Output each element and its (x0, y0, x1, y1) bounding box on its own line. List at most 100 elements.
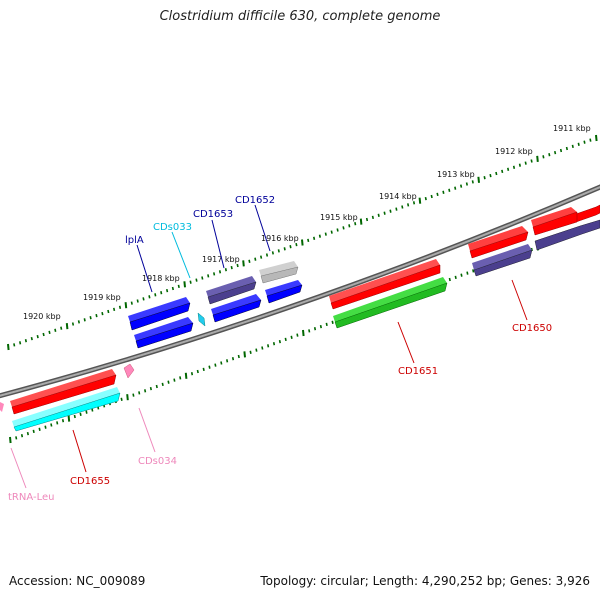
ruler-tick (184, 372, 188, 379)
ruler-tick (196, 369, 199, 374)
ruler-tick (243, 351, 246, 358)
ruler-tick (201, 276, 204, 280)
ruler-tick (272, 342, 276, 346)
ruler-tick (319, 324, 322, 329)
ruler-tick (77, 320, 80, 324)
ruler-tick (331, 320, 334, 324)
gene-cds033[interactable] (197, 312, 206, 327)
ruler-tick (237, 354, 240, 359)
gene-cd1651-red[interactable] (329, 259, 441, 310)
ruler-tick (407, 203, 410, 207)
gene-gray[interactable] (259, 261, 299, 284)
ruler-tick (296, 333, 299, 337)
ruler-tick (354, 222, 357, 226)
ruler-tick (138, 391, 141, 395)
gene-lpla-lower[interactable] (134, 317, 194, 349)
ruler-tick (554, 150, 557, 155)
ruler-tick (565, 146, 568, 151)
gene-labels: CD1650 CD1651 CD1652 CD1653 CDs033 lplA … (8, 195, 552, 503)
ruler-tick (302, 329, 305, 337)
ruler-tick (20, 434, 24, 438)
genome-backbone (0, 184, 600, 399)
ruler-tick (284, 337, 287, 342)
gene-trna-leu[interactable] (0, 402, 4, 412)
gene-lpla-upper[interactable] (128, 297, 191, 331)
ruler-tick (260, 255, 263, 259)
ruler-tick (395, 207, 398, 211)
gene-cds034[interactable] (123, 363, 135, 379)
ruler-tick (267, 344, 270, 348)
ruler-tick (489, 173, 492, 178)
kbp-label-1912: 1912 kbp (495, 147, 533, 156)
ruler-tick (79, 412, 82, 416)
ruler-tick (179, 376, 182, 380)
ruler-tick (71, 322, 75, 326)
ruler-tick (32, 429, 35, 434)
ruler-tick (60, 326, 63, 330)
ruler-tick (155, 384, 158, 389)
ruler-tick (308, 329, 311, 333)
ruler-tick (248, 259, 251, 263)
gene-cd1653[interactable] (206, 276, 257, 305)
ruler-tick (85, 410, 88, 414)
ruler-tick (365, 217, 369, 222)
gene-cd1655-red[interactable] (10, 369, 117, 415)
gene-cd1651-green[interactable] (333, 277, 448, 329)
ruler-tick (202, 367, 205, 372)
genome-stats-text: Topology: circular; Length: 4,290,252 bp… (260, 574, 590, 588)
ruler-tick (436, 192, 439, 197)
ruler-tick (15, 436, 18, 440)
ruler-tick (589, 138, 592, 142)
ruler-tick (24, 339, 27, 343)
gene-purple-1650[interactable] (472, 244, 533, 277)
ruler-tick (559, 148, 563, 153)
ruler-tick (325, 322, 328, 327)
ruler-tick (255, 348, 258, 352)
ruler-tick (265, 253, 269, 257)
ruler-tick (401, 205, 404, 209)
kbp-label-1920: 1920 kbp (23, 312, 61, 321)
gene-cd1652[interactable] (265, 280, 303, 304)
ruler-tick (324, 232, 327, 236)
ruler-tick (167, 380, 170, 384)
gene-cd1655-cyan[interactable] (12, 387, 121, 432)
kbp-label-1913: 1913 kbp (437, 170, 475, 179)
ruler-tick (301, 239, 304, 246)
ruler-tick (224, 268, 227, 272)
kbp-label-1916: 1916 kbp (261, 234, 299, 243)
ruler-tick (54, 328, 57, 332)
ruler-tick (220, 361, 223, 365)
ruler-tick (189, 280, 192, 284)
ruler-tick (73, 414, 76, 419)
ruler-tick (249, 350, 252, 354)
ruler-tick (518, 163, 521, 167)
ruler-tick (120, 397, 123, 401)
gene-purple-right[interactable] (534, 219, 600, 251)
gene-cd1653-blue[interactable] (211, 294, 262, 323)
ruler-tick (277, 249, 280, 253)
ruler-tick (377, 213, 380, 217)
ruler-tick (9, 436, 12, 444)
ruler-tick (218, 270, 222, 274)
gene-red-upper-right[interactable] (531, 207, 578, 236)
ruler-tick (48, 330, 51, 335)
label-cd1651: CD1651 (398, 366, 438, 377)
ruler-tick (130, 301, 133, 305)
ruler-tick (89, 316, 92, 320)
ruler-tick (507, 167, 510, 171)
ruler-tick (38, 427, 41, 431)
kbp-label-1917: 1917 kbp (202, 255, 240, 264)
gene-callout-lines (10, 204, 528, 489)
gene-red-1650[interactable] (468, 226, 529, 259)
ruler-tick (136, 299, 139, 303)
ruler-tick (183, 281, 186, 288)
ruler-tick (542, 155, 545, 159)
ruler-tick (442, 190, 445, 194)
ruler-tick (226, 359, 229, 363)
ruler-tick (154, 293, 157, 297)
gene-cd1650-a[interactable] (575, 204, 600, 223)
ruler-tick (524, 161, 527, 165)
ruler-tick (61, 419, 65, 423)
ruler-tick (448, 188, 451, 192)
ruler-tick (348, 224, 351, 228)
